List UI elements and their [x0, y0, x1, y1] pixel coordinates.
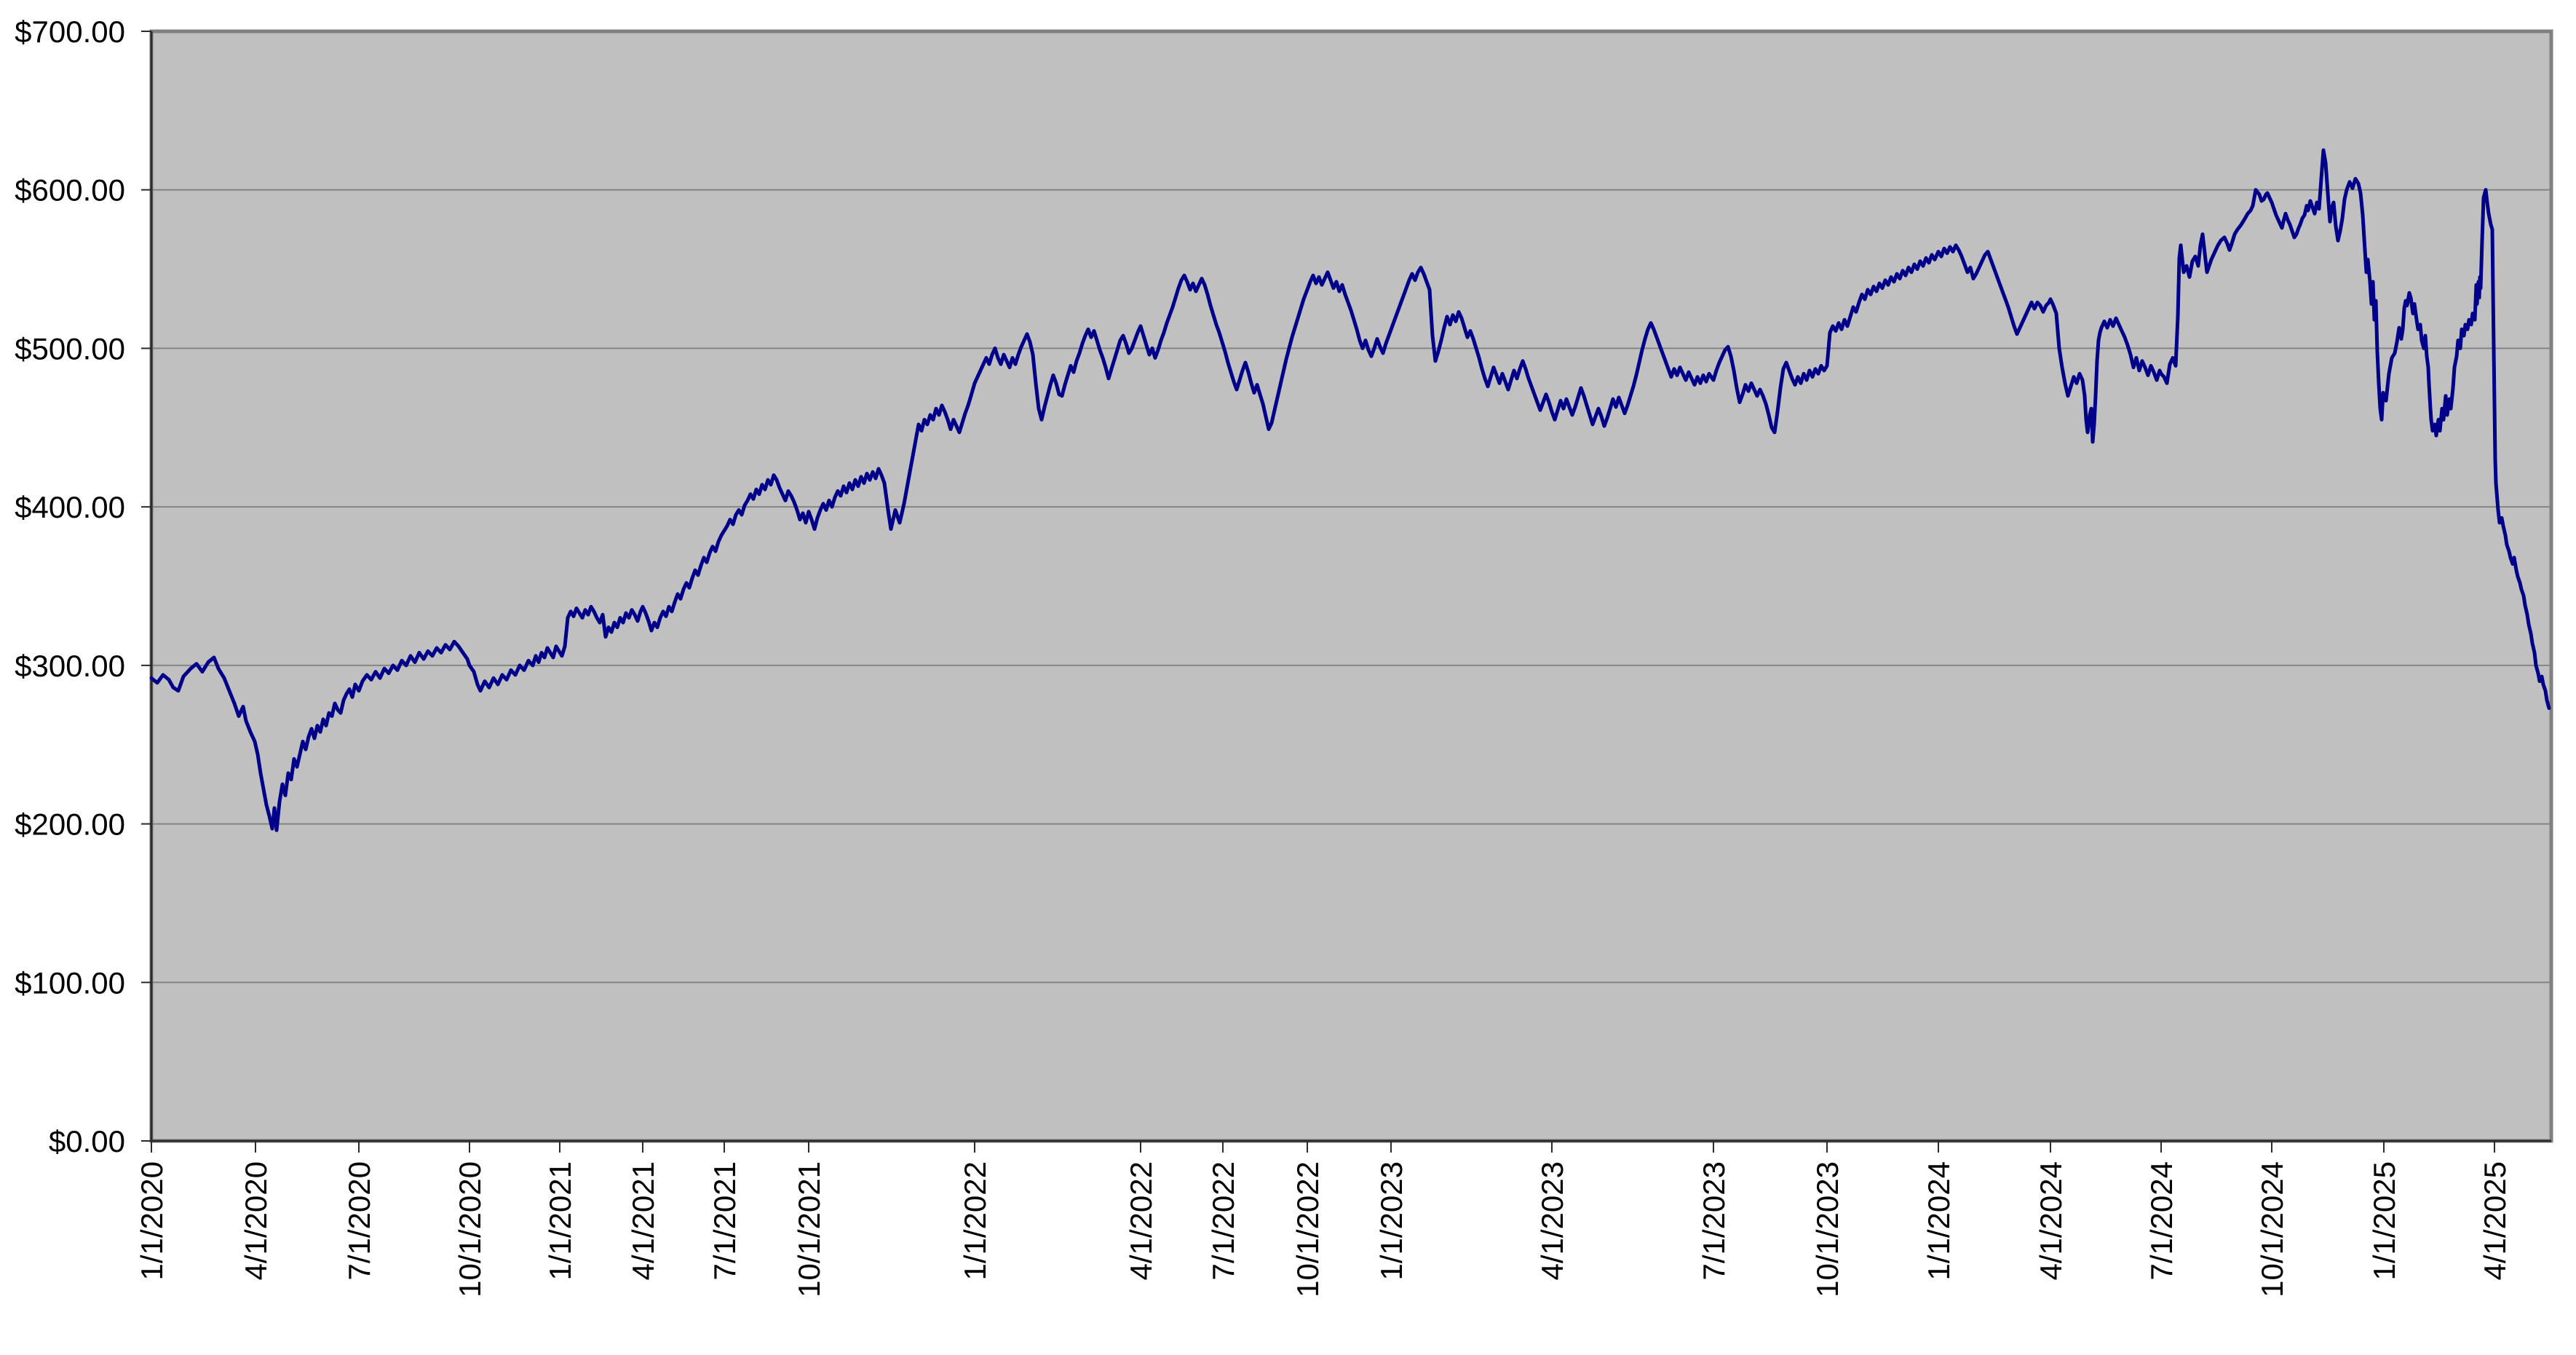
plot-frame	[149, 29, 2553, 1143]
x-axis-label-4/1/2020: 4/1/2020	[239, 1161, 273, 1281]
x-axis-label-4/1/2025: 4/1/2025	[2478, 1161, 2512, 1281]
x-axis-label-4/1/2022: 4/1/2022	[1124, 1161, 1158, 1281]
x-axis-label-10/1/2022: 10/1/2022	[1291, 1161, 1325, 1297]
axis-tick-marks	[141, 31, 2495, 1153]
x-axis-label-1/1/2025: 1/1/2025	[2367, 1161, 2401, 1281]
y-axis-label-200: $200.00	[15, 807, 125, 842]
x-axis-label-1/1/2023: 1/1/2023	[1374, 1161, 1408, 1281]
x-axis-label-4/1/2023: 4/1/2023	[1535, 1161, 1569, 1281]
x-axis-label-1/1/2024: 1/1/2024	[1922, 1161, 1956, 1281]
series-daily-close-price	[149, 148, 2551, 832]
y-axis-label-600: $600.00	[15, 173, 125, 208]
x-axis-label-7/1/2022: 7/1/2022	[1206, 1161, 1240, 1281]
x-axis-label-7/1/2023: 7/1/2023	[1697, 1161, 1731, 1281]
price-line-series	[149, 148, 2551, 832]
y-axis-label-400: $400.00	[15, 490, 125, 524]
y-axis-label-0: $0.00	[49, 1124, 125, 1158]
x-axis-label-1/1/2022: 1/1/2022	[958, 1161, 992, 1281]
y-axis-label-500: $500.00	[15, 331, 125, 366]
gridlines	[151, 189, 2551, 984]
y-axis-labels: $0.00 $100.00 $200.00 $300.00 $400.00 $500.00…	[15, 15, 125, 1158]
x-axis-label-1/1/2021: 1/1/2021	[543, 1161, 577, 1281]
x-axis-label-10/1/2023: 10/1/2023	[1810, 1161, 1844, 1297]
x-axis-label-7/1/2020: 7/1/2020	[342, 1161, 376, 1281]
plot-area-background	[151, 31, 2551, 1141]
x-axis-label-7/1/2021: 7/1/2021	[708, 1161, 742, 1281]
y-axis-label-100: $100.00	[15, 965, 125, 1000]
y-axis-label-700: $700.00	[15, 15, 125, 49]
x-axis-labels: 1/1/2020 4/1/2020 7/1/2020 10/1/2020 1/1/202…	[135, 1161, 2512, 1297]
x-axis-label-10/1/2020: 10/1/2020	[453, 1161, 487, 1297]
x-axis-label-4/1/2021: 4/1/2021	[626, 1161, 660, 1281]
x-axis-label-7/1/2024: 7/1/2024	[2144, 1161, 2179, 1281]
x-axis-label-10/1/2024: 10/1/2024	[2255, 1161, 2289, 1297]
y-axis-label-300: $300.00	[15, 649, 125, 683]
x-axis-label-4/1/2024: 4/1/2024	[2034, 1161, 2068, 1281]
x-axis-label-1/1/2020: 1/1/2020	[135, 1161, 169, 1281]
x-axis-label-10/1/2021: 10/1/2021	[792, 1161, 826, 1297]
